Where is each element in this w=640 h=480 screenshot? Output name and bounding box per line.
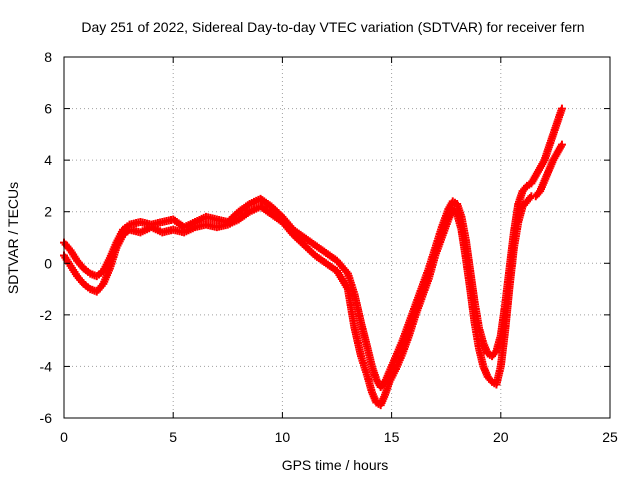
chart-title: Day 251 of 2022, Sidereal Day-to-day VTE… xyxy=(81,19,584,35)
y-axis-label: SDTVAR / TECUs xyxy=(5,182,21,294)
x-tick-label: 5 xyxy=(169,429,177,445)
y-tick-label: -2 xyxy=(40,307,53,323)
y-tick-label: -6 xyxy=(40,410,53,426)
data-points xyxy=(60,104,566,410)
plot-frame xyxy=(63,56,611,419)
x-tick-label: 0 xyxy=(60,429,68,445)
y-tick-label: 0 xyxy=(44,255,52,271)
y-tick-label: 2 xyxy=(44,204,52,220)
x-tick-label: 25 xyxy=(602,429,618,445)
x-tick-label: 10 xyxy=(275,429,291,445)
y-tick-label: 6 xyxy=(44,101,52,117)
data-point-trace-a xyxy=(557,104,566,113)
y-tick-label: 4 xyxy=(44,152,52,168)
x-axis-label: GPS time / hours xyxy=(282,457,389,473)
y-tick-label: -4 xyxy=(40,358,53,374)
y-tick-label: 8 xyxy=(44,49,52,65)
axis-ticks: 0 5 10 15 20 25 -6 -4 -2 0 2 4 6 8 xyxy=(40,49,618,445)
x-tick-label: 20 xyxy=(493,429,509,445)
x-tick-label: 15 xyxy=(384,429,400,445)
data-point-trace-b xyxy=(557,140,566,149)
